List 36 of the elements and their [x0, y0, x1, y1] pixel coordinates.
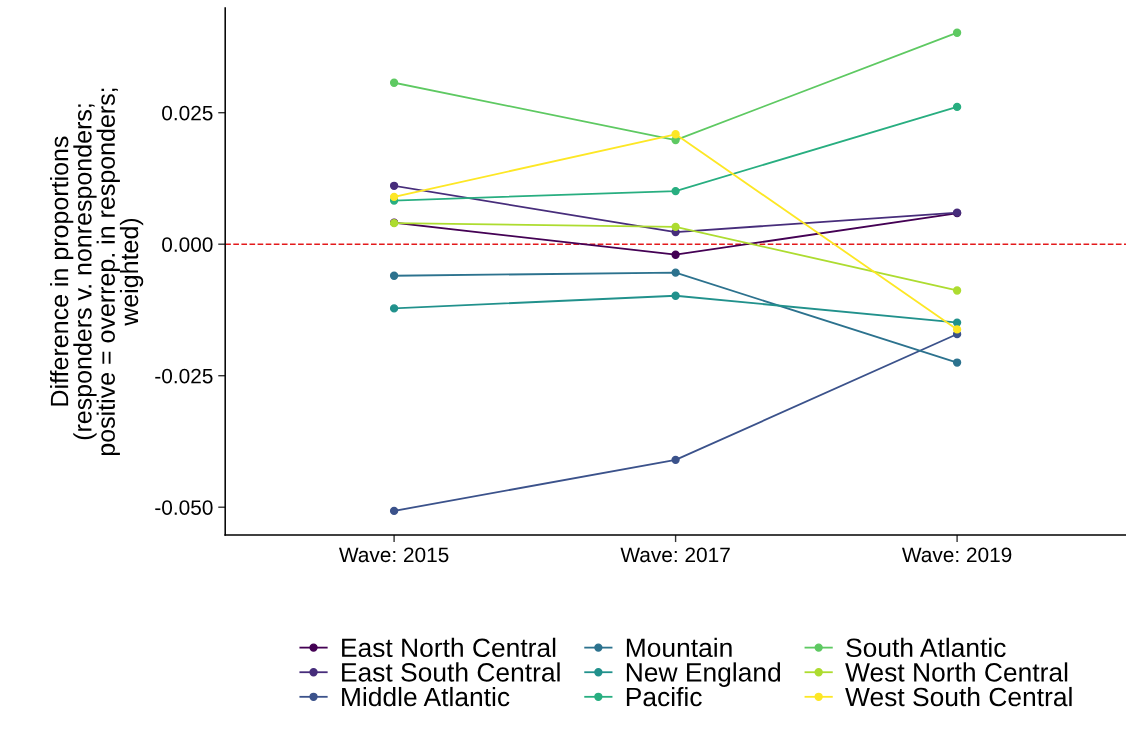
point — [671, 186, 680, 196]
legend-label: West South Central — [845, 686, 1072, 707]
point — [952, 318, 962, 327]
point — [389, 78, 399, 87]
point — [671, 130, 680, 139]
point — [671, 268, 680, 277]
y-tick-label: 0.000 — [162, 237, 213, 252]
y-tick-label: -0.050 — [155, 500, 213, 515]
legend-label: East South Central — [342, 662, 560, 682]
y-axis-title: Difference in proportions (responders v. nonresponders; positive = overrep. in responders; weighted) — [50, 88, 144, 456]
point — [389, 271, 399, 280]
point — [952, 286, 962, 295]
y-tick-label: -0.025 — [155, 368, 213, 384]
point — [389, 192, 399, 202]
point — [671, 250, 680, 259]
x-tick-label: Wave: 2015 — [339, 547, 449, 563]
point — [671, 222, 680, 232]
point — [952, 325, 962, 334]
point — [389, 506, 399, 516]
legend-label: Middle Atlantic — [342, 686, 510, 707]
x-tick-label: Wave: 2017 — [620, 547, 730, 563]
legend-label: Mountain — [626, 637, 732, 658]
legend-label: South Atlantic — [846, 637, 1006, 658]
point — [952, 102, 962, 112]
point — [952, 358, 962, 367]
y-tick-label: 0.025 — [162, 105, 213, 121]
point — [389, 181, 399, 190]
legend-label: East North Central — [342, 637, 556, 658]
legend-label: New England — [626, 662, 781, 687]
point — [952, 28, 962, 37]
point — [671, 455, 680, 465]
point — [671, 291, 680, 300]
legend-label: West North Central — [845, 662, 1068, 682]
x-tick-label: Wave: 2019 — [902, 547, 1012, 563]
legend-label: Pacific — [626, 686, 702, 707]
point — [389, 304, 399, 313]
